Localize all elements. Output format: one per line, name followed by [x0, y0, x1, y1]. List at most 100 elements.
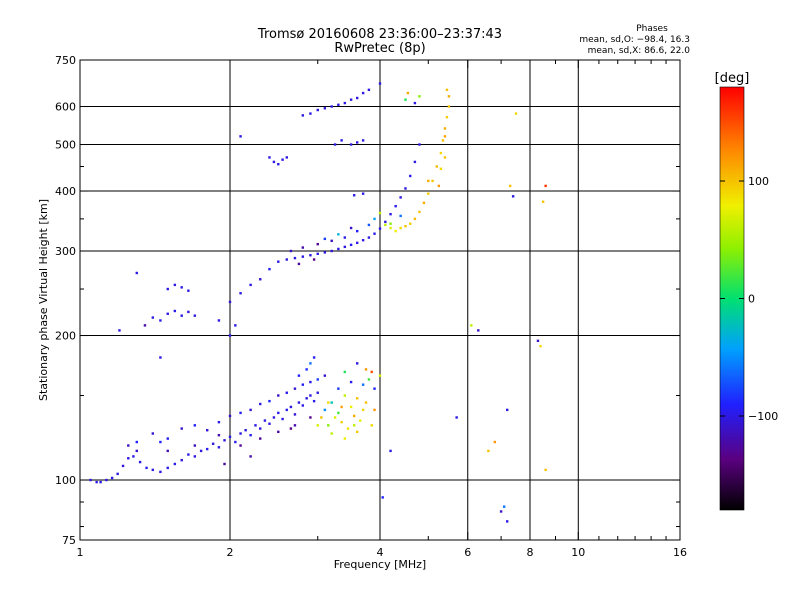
data-point [367, 88, 371, 92]
data-point [327, 401, 330, 404]
data-point [316, 108, 319, 112]
data-point [228, 334, 232, 337]
data-point [297, 374, 301, 377]
data-point [404, 224, 407, 228]
data-point [343, 245, 347, 249]
data-point [159, 470, 162, 474]
data-point [514, 112, 518, 115]
data-point [239, 444, 242, 447]
data-point [389, 212, 392, 216]
grid-lines [80, 60, 680, 540]
data-point [289, 427, 293, 430]
data-point [217, 319, 221, 322]
x-tick-label: 4 [377, 546, 384, 559]
x-axis-label: Frequency [MHz] [334, 558, 426, 571]
data-point [277, 260, 280, 263]
data-point [312, 356, 316, 359]
data-point [89, 478, 92, 482]
data-point [447, 95, 451, 98]
data-point [312, 399, 316, 403]
data-point [173, 283, 177, 287]
data-point [443, 156, 447, 159]
data-point [259, 437, 262, 440]
data-point [151, 468, 155, 472]
data-point [443, 127, 447, 130]
data-point [312, 258, 316, 261]
x-tick-label: 16 [673, 546, 687, 559]
data-point [409, 222, 412, 225]
data-point [544, 468, 547, 472]
data-point [205, 429, 209, 432]
data-point [159, 356, 162, 359]
data-point [228, 414, 232, 418]
data-point [323, 107, 327, 110]
data-point [333, 143, 337, 146]
data-point [337, 411, 340, 415]
data-point [309, 362, 312, 365]
data-point [166, 449, 169, 453]
data-point [413, 101, 417, 105]
data-point [173, 462, 177, 466]
data-point [505, 520, 509, 523]
data-point [343, 394, 347, 397]
data-point [277, 411, 280, 415]
data-point [399, 214, 402, 218]
data-point [95, 480, 98, 484]
data-point [343, 437, 347, 440]
data-point [439, 167, 443, 171]
data-point [223, 462, 226, 466]
data-point [352, 194, 356, 197]
data-point [132, 455, 135, 458]
data-point [277, 430, 280, 434]
data-point [541, 200, 545, 203]
data-point [173, 309, 177, 313]
data-point [378, 374, 382, 377]
data-point [343, 370, 347, 374]
phases-x-stats: mean, sd,X: 86.6, 22.0 [588, 46, 691, 56]
data-point [244, 429, 247, 432]
y-tick-label: 400 [55, 185, 76, 198]
data-point [355, 141, 359, 144]
data-point [309, 112, 312, 115]
data-point [205, 447, 209, 451]
data-point [378, 227, 382, 230]
data-point [234, 440, 237, 444]
data-point [320, 416, 323, 419]
data-point [427, 179, 430, 183]
data-point [505, 408, 509, 412]
data-point [187, 310, 190, 314]
data-point [166, 312, 169, 315]
data-point [99, 480, 102, 484]
data-point [536, 339, 540, 343]
data-point [355, 241, 359, 245]
data-point [297, 262, 301, 266]
data-point [166, 466, 169, 470]
data-point [340, 139, 343, 142]
data-point [337, 103, 340, 106]
data-point [234, 324, 237, 327]
data-point [187, 453, 190, 456]
data-point [193, 314, 197, 317]
colorbar-ticks: 100 0 −100 [720, 175, 778, 423]
data-point [389, 222, 392, 225]
data-point [502, 505, 506, 508]
data-point [355, 430, 359, 434]
data-point [330, 105, 333, 108]
data-point [508, 184, 512, 188]
data-point [367, 378, 371, 381]
data-point [330, 401, 333, 404]
data-point [249, 283, 252, 287]
data-point [439, 151, 443, 155]
data-point [511, 195, 515, 198]
data-point [355, 397, 359, 400]
data-point [239, 292, 242, 295]
data-point [381, 496, 384, 499]
data-point [539, 345, 542, 348]
data-point [349, 243, 353, 247]
y-tick-label: 750 [55, 54, 76, 67]
y-tick-label: 300 [55, 245, 76, 258]
data-point [277, 162, 280, 166]
data-point [309, 416, 312, 419]
data-point [301, 404, 305, 407]
data-point [355, 229, 359, 233]
